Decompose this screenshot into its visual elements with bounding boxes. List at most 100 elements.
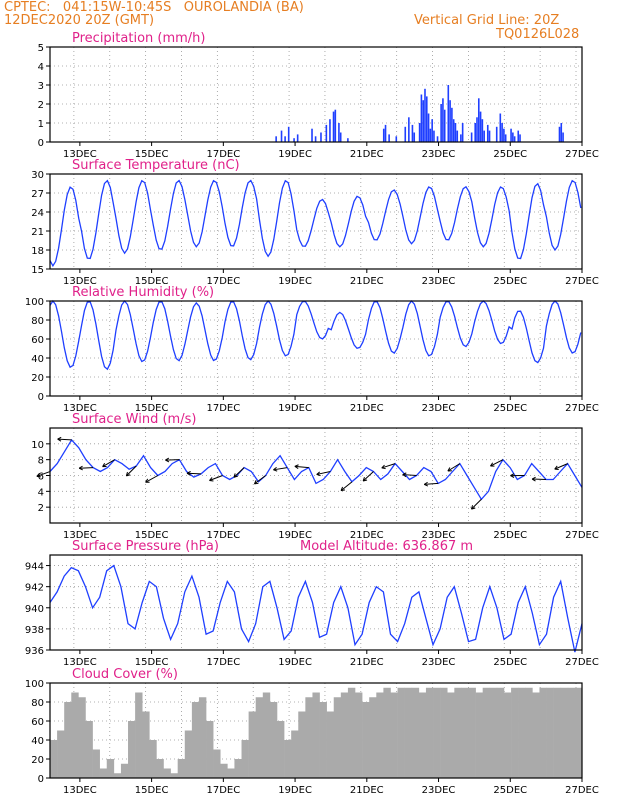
x-tick-label: 15DEC: [135, 530, 169, 541]
y-tick-label: 6: [38, 472, 44, 483]
cloud-bar: [156, 759, 164, 778]
wind-arrow-head: [233, 475, 238, 478]
x-tick-label: 15DEC: [135, 403, 169, 414]
wind-arrow-head: [57, 436, 62, 440]
header-date: 12DEC2020 20Z (GMT): [4, 13, 155, 28]
cloud-bar: [198, 697, 207, 778]
panel-title: Surface Temperature (nC): [72, 158, 240, 173]
wind-arrow: [402, 474, 417, 476]
wind-arrow-head: [294, 464, 299, 467]
cloud-bar: [255, 697, 264, 778]
precip-bar: [420, 94, 423, 142]
wind-arrow: [554, 463, 568, 470]
wind-arrow: [36, 471, 51, 477]
cloud-bar: [489, 687, 498, 778]
x-tick-label: 23DEC: [422, 276, 456, 287]
cloud-bar: [170, 773, 178, 778]
panel-frame: [49, 682, 583, 779]
wind-arrow-head: [490, 462, 494, 467]
cloud-bar: [347, 687, 356, 778]
wind-arrow: [126, 465, 137, 477]
cloud-bar: [532, 692, 540, 778]
cloud-bar: [276, 721, 285, 778]
cloud-bar: [390, 692, 398, 778]
x-tick-label: 17DEC: [206, 276, 240, 287]
y-tick-label: 2: [38, 100, 44, 111]
cloud-bar: [482, 687, 491, 778]
y-tick-label: 20: [31, 373, 44, 384]
wind-arrow-head: [165, 457, 170, 461]
wind-arrow-head: [209, 480, 214, 482]
wind-arrow: [209, 475, 223, 481]
precip-bar: [481, 119, 484, 142]
precip-bar: [504, 134, 507, 142]
precip-bar: [562, 132, 564, 142]
wind-arrow-head: [186, 472, 191, 476]
x-tick-label: 23DEC: [422, 149, 456, 160]
cloud-bar: [128, 721, 136, 778]
cloud-bar: [57, 730, 65, 778]
precip-bar: [332, 111, 335, 142]
cloud-bar: [99, 768, 108, 778]
precip-bar: [470, 132, 473, 142]
cloud-bar: [340, 692, 349, 778]
y-tick-label: 27: [31, 189, 44, 200]
wind-arrow: [79, 467, 94, 469]
cloud-bar: [78, 697, 86, 778]
precip-bar: [456, 130, 459, 142]
x-tick-label: 27DEC: [565, 403, 599, 414]
x-tick-label: 25DEC: [493, 530, 527, 541]
cloud-bar: [518, 687, 526, 778]
x-tick-label: 13DEC: [63, 276, 97, 287]
cloud-bar: [213, 749, 221, 778]
precip-bar: [395, 136, 398, 142]
panel-title: Surface Wind (m/s): [72, 412, 196, 427]
panel-frame: [49, 427, 583, 524]
x-tick-label: 13DEC: [63, 149, 97, 160]
x-tick-label: 21DEC: [350, 149, 384, 160]
cloud-bar: [397, 687, 405, 778]
x-tick-label: 19DEC: [278, 657, 312, 668]
precip-bar: [284, 136, 286, 142]
precip-bar: [382, 128, 385, 142]
x-tick-label: 17DEC: [206, 657, 240, 668]
precip-bar: [320, 132, 322, 142]
precip-bar: [560, 123, 563, 142]
cloud-bar: [142, 711, 150, 778]
x-tick-label: 13DEC: [63, 785, 97, 796]
precip-bar: [443, 109, 446, 142]
wind-arrow-head: [340, 486, 344, 491]
y-tick-label: 18: [31, 246, 44, 257]
cloud-bar: [567, 687, 576, 778]
wind-arrow: [273, 467, 288, 471]
panel-title: Cloud Cover (%): [72, 667, 178, 682]
panel-title: Surface Pressure (hPa): [72, 539, 219, 554]
wind-arrow-head: [254, 482, 259, 485]
panel-title: Precipitation (mm/h): [72, 31, 205, 46]
precip-bar: [442, 98, 444, 142]
wind-arrow-head: [316, 471, 321, 475]
precip-bar: [440, 104, 442, 142]
precip-bar: [513, 136, 516, 142]
cloud-bar: [319, 702, 327, 778]
x-tick-label: 15DEC: [135, 785, 169, 796]
precip-bar: [558, 126, 561, 142]
precip-bar: [296, 134, 299, 142]
y-tick-label: 100: [25, 679, 44, 690]
precip-bar: [436, 136, 439, 142]
cloud-bar: [241, 740, 249, 778]
panel-frame: [49, 300, 583, 397]
cloud-bar: [106, 759, 115, 778]
x-tick-label: 17DEC: [206, 785, 240, 796]
precip-bar: [339, 132, 342, 142]
precip-bar: [499, 113, 502, 142]
wind-arrow-head: [510, 475, 515, 478]
cloud-bar: [433, 687, 441, 778]
cloud-bar: [298, 711, 306, 778]
y-tick-label: 10: [31, 440, 44, 451]
x-tick-label: 25DEC: [493, 657, 527, 668]
x-tick-label: 15DEC: [135, 149, 169, 160]
wind-arrow-head: [209, 477, 213, 481]
x-tick-label: 23DEC: [422, 657, 456, 668]
y-tick-label: 30: [31, 170, 44, 181]
